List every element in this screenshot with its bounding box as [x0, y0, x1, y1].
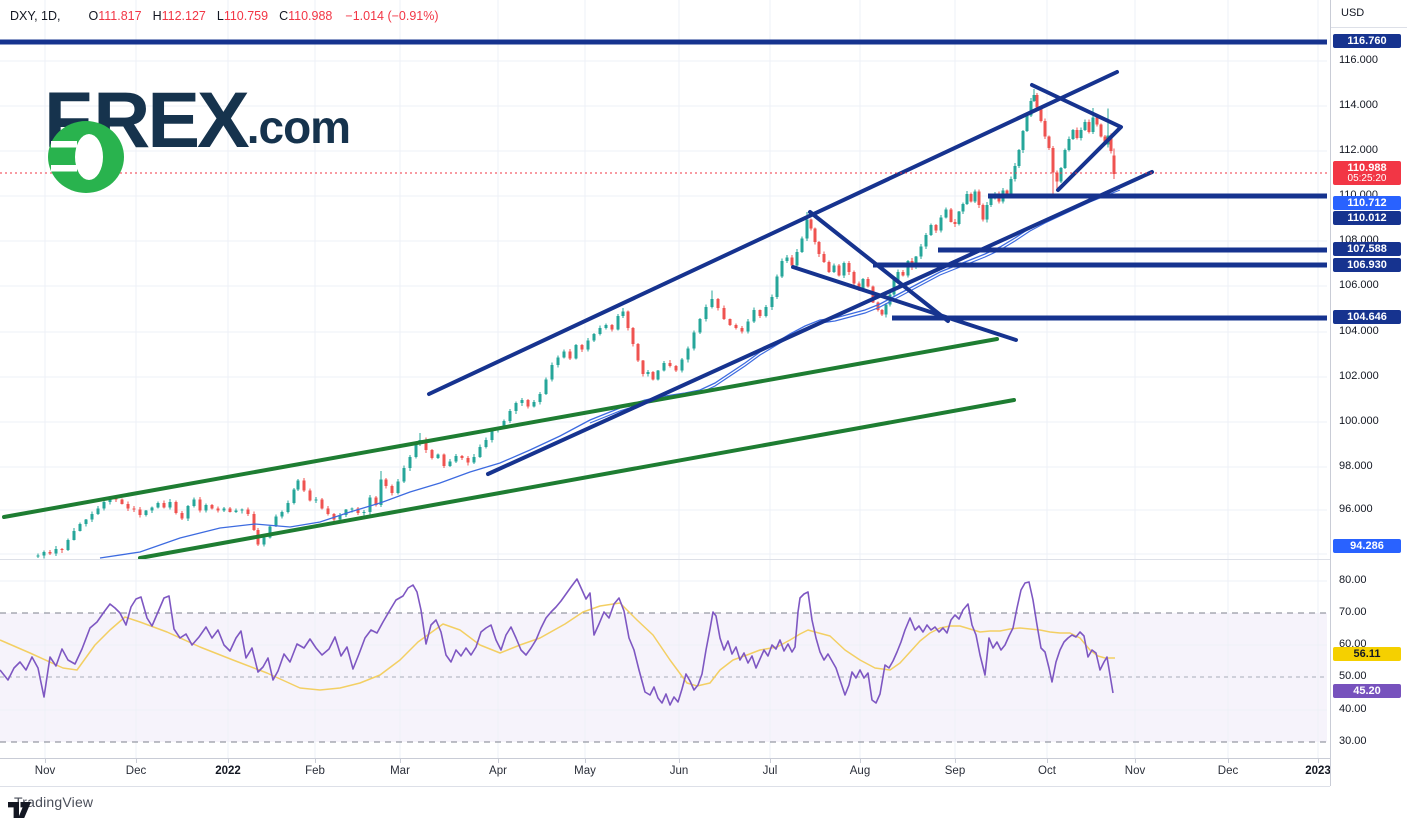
price-tick-label: 104.000: [1339, 325, 1379, 337]
time-tick: [585, 759, 586, 763]
price-tick-label: 106.000: [1339, 279, 1379, 291]
legend-change: −1.014 (−0.91%): [345, 9, 439, 23]
time-tick: [228, 759, 229, 763]
level-badge-116760: 116.760: [1333, 34, 1401, 48]
time-tick-label: May: [574, 765, 596, 777]
moving-average-layer: [99, 186, 1121, 559]
levels-layer: [0, 39, 1327, 321]
symbol-name[interactable]: DXY, 1D,: [10, 9, 61, 23]
level-badge-106930: 106.930: [1333, 258, 1401, 272]
time-tick: [770, 759, 771, 763]
legend-close: C110.988: [279, 9, 333, 23]
legend-open: O111.817: [88, 9, 142, 23]
legend-high: H112.127: [152, 9, 206, 23]
tradingview-logo[interactable]: TradingView: [8, 794, 94, 818]
price-tick-label: 98.000: [1339, 460, 1373, 472]
legend-low: L110.759: [216, 9, 269, 23]
time-tick: [45, 759, 46, 763]
rsi-grid-layer: [0, 560, 1327, 758]
watermark-dotcom: .com: [246, 101, 351, 153]
time-tick-label: Dec: [1217, 765, 1239, 777]
time-tick: [860, 759, 861, 763]
time-tick: [1228, 759, 1229, 763]
pane-separator[interactable]: [0, 559, 1330, 560]
price-tick-label: 116.000: [1339, 54, 1378, 66]
time-tick-label: Nov: [34, 765, 56, 777]
price-tick-label: 100.000: [1339, 415, 1379, 427]
rsi-line: [0, 578, 1114, 706]
price-tick-label: 114.000: [1339, 99, 1378, 111]
time-tick-label: Aug: [849, 765, 871, 777]
time-tick-label: Mar: [390, 765, 410, 777]
time-tick: [315, 759, 316, 763]
time-tick-label: Jul: [762, 765, 778, 777]
time-axis[interactable]: Nov Dec 2022 Feb Mar Apr May Jun Jul Aug Sep Oct Nov…: [0, 758, 1330, 787]
rsi-tick-label: 30.00: [1339, 735, 1367, 747]
time-tick-label: Oct: [1038, 765, 1056, 777]
time-tick-label: 2023: [1305, 765, 1330, 777]
time-tick-label: Dec: [125, 765, 147, 777]
rsi-ma-line: [0, 602, 1115, 691]
rsi-tick-label: 70.00: [1339, 606, 1367, 618]
time-tick-label: Feb: [305, 765, 325, 777]
time-tick: [1318, 759, 1319, 763]
ma-badge-94286: 94.286: [1333, 539, 1401, 553]
level-badge-107588: 107.588: [1333, 242, 1401, 256]
rsi-tick-label: 80.00: [1339, 574, 1367, 586]
last-price-badge: 110.988 05:25:20: [1333, 161, 1401, 185]
time-tick-label: Jun: [669, 765, 689, 777]
time-tick-label: Apr: [489, 765, 507, 777]
rsi-pane-canvas[interactable]: [0, 560, 1327, 758]
forex-com-watermark: F REX .com: [44, 80, 351, 193]
rsi-tick-label: 40.00: [1339, 703, 1367, 715]
time-tick-label: Nov: [1124, 765, 1146, 777]
trendlines-layer: [2, 70, 1154, 559]
price-tick-label: 102.000: [1339, 370, 1379, 382]
time-tick: [136, 759, 137, 763]
rsi-ma-badge: 56.11: [1333, 647, 1401, 661]
tradingview-wordmark: TradingView: [14, 794, 94, 810]
time-tick: [679, 759, 680, 763]
time-tick-label: Sep: [944, 765, 966, 777]
rsi-badge: 45.20: [1333, 684, 1401, 698]
time-tick-label: 2022: [215, 765, 241, 777]
axis-currency-label: USD: [1331, 0, 1407, 28]
candles-layer: [36, 88, 1116, 559]
price-tick-label: 96.000: [1339, 503, 1373, 515]
time-tick: [955, 759, 956, 763]
price-tick-label: 112.000: [1339, 144, 1378, 156]
time-tick: [1135, 759, 1136, 763]
rsi-band-fill: [0, 613, 1327, 742]
time-tick: [400, 759, 401, 763]
rsi-tick-label: 50.00: [1339, 670, 1367, 682]
level-badge-110012: 110.012: [1333, 211, 1401, 225]
level-badge-104646: 104.646: [1333, 310, 1401, 324]
time-tick: [1047, 759, 1048, 763]
ma-badge-110712: 110.712: [1333, 196, 1401, 210]
price-axis[interactable]: USD 116.000 114.000 112.000 110.000 108.000 1…: [1330, 0, 1407, 786]
time-tick: [498, 759, 499, 763]
price-pane-canvas[interactable]: [0, 0, 1327, 559]
symbol-legend[interactable]: DXY, 1D, O111.817 H112.127 L110.759 C110…: [10, 9, 439, 23]
